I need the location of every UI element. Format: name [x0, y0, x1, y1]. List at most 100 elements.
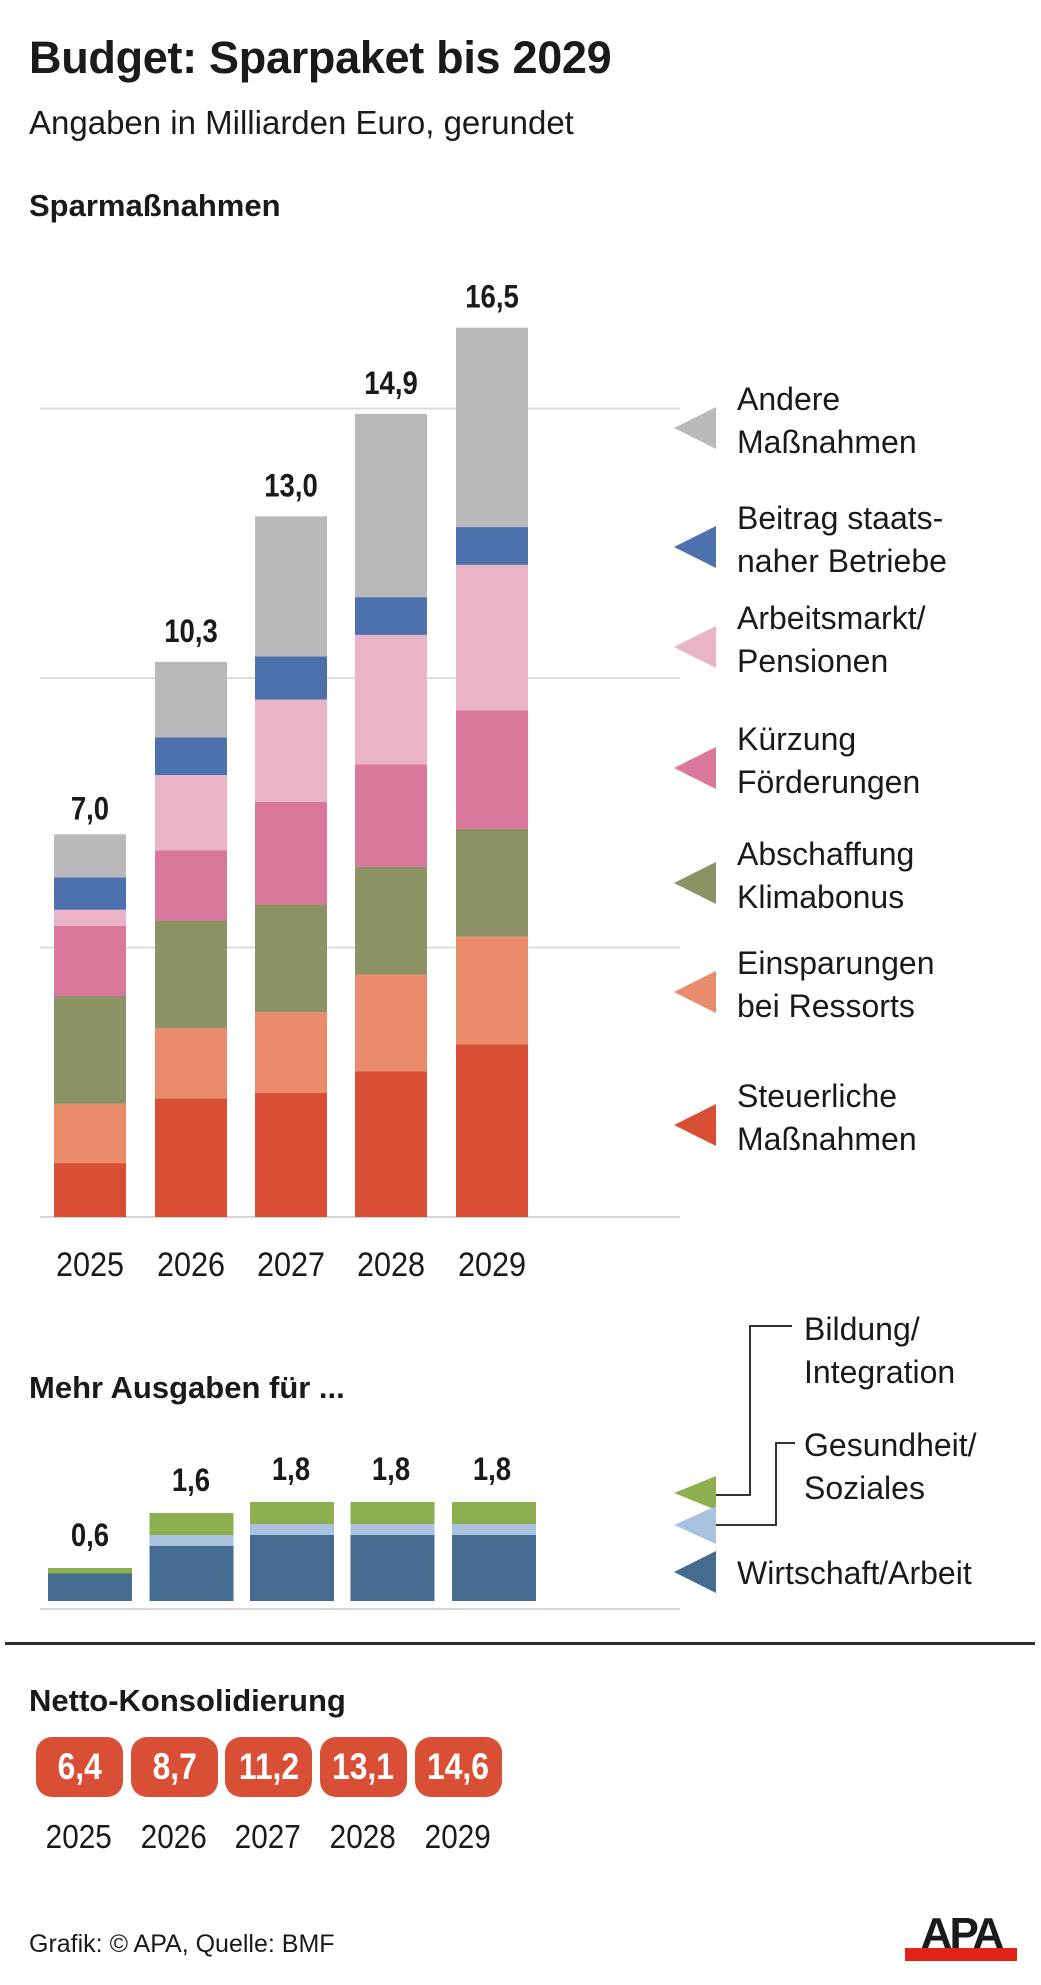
bar-segment-einsparungen-bei-ressorts-2027 — [255, 1012, 327, 1094]
savings-chart: 7,0 2025 10,3 2026 13,0 2027 14,9 2028 16,5 2029 A… — [40, 280, 947, 1284]
legend-label-kuerzung-foerderungen: Kürzung — [737, 721, 856, 757]
legend-triangle-andere-massnahmen — [674, 407, 716, 449]
total-label-2028: 14,9 — [364, 366, 418, 401]
legend-label-kuerzung-foerderungen: Förderungen — [737, 764, 920, 800]
legend-label-einsparungen-bei-ressorts: bei Ressorts — [737, 988, 915, 1024]
bar-segment-beitrag-staatsnaher-betriebe-2029 — [456, 527, 528, 565]
bar-segment-kuerzung-foerderungen-2029 — [456, 710, 528, 829]
spending-chart: 0,6 1,6 1,8 1,8 1,8 Bildung/Integration Gesund… — [40, 1311, 977, 1610]
year-label-2029: 2029 — [458, 1246, 526, 1284]
bar-segment-einsparungen-bei-ressorts-2025 — [54, 1103, 126, 1164]
bar-segment-arbeitsmarkt-pensionen-2026 — [155, 775, 227, 851]
legend-triangle-einsparungen-bei-ressorts — [674, 971, 716, 1013]
net-value-pill-2028: 13,1 — [320, 1737, 407, 1797]
spending-total-label-2029: 1,8 — [473, 1452, 511, 1487]
bar-segment-einsparungen-bei-ressorts-2026 — [155, 1028, 227, 1099]
net-value-pill-2029: 14,6 — [415, 1737, 502, 1797]
bar-segment-gesundheit-soziales-2026 — [149, 1535, 234, 1546]
bar-segment-steuerliche-massnahmen-2028 — [355, 1071, 427, 1217]
bar-segment-wirtschaft-arbeit-2029 — [452, 1535, 536, 1601]
apa-logo-bar — [905, 1948, 1017, 1961]
bar-segment-einsparungen-bei-ressorts-2029 — [456, 936, 528, 1045]
bar-segment-beitrag-staatsnaher-betriebe-2027 — [255, 656, 327, 700]
spending-heading: Mehr Ausgaben für ... — [29, 1370, 345, 1405]
total-label-2025: 7,0 — [71, 792, 109, 827]
bar-segment-andere-massnahmen-2029 — [456, 327, 528, 528]
bar-segment-abschaffung-klimabonus-2025 — [54, 996, 126, 1104]
bar-segment-andere-massnahmen-2027 — [255, 516, 327, 657]
legend-label-wirtschaft-arbeit: Wirtschaft/Arbeit — [737, 1555, 972, 1591]
bar-segment-kuerzung-foerderungen-2026 — [155, 850, 227, 921]
total-label-2026: 10,3 — [164, 614, 218, 649]
page-subtitle: Angaben in Milliarden Euro, gerundet — [29, 104, 574, 141]
bar-segment-wirtschaft-arbeit-2026 — [149, 1546, 234, 1601]
legend-label-abschaffung-klimabonus: Klimabonus — [737, 879, 904, 915]
bar-segment-steuerliche-massnahmen-2027 — [255, 1093, 327, 1217]
legend-connector-gesundheit — [716, 1442, 795, 1526]
legend-label-andere-massnahmen: Maßnahmen — [737, 424, 917, 460]
bar-segment-bildung-integration-2025 — [48, 1568, 132, 1574]
net-year-label-2029: 2029 — [424, 1818, 492, 1855]
net-value-text: 8,7 — [152, 1746, 197, 1787]
legend-label-einsparungen-bei-ressorts: Einsparungen — [737, 945, 934, 981]
apa-logo: APA — [905, 1912, 1017, 1961]
bar-segment-gesundheit-soziales-2028 — [350, 1524, 435, 1535]
bar-segment-beitrag-staatsnaher-betriebe-2025 — [54, 877, 126, 910]
legend-triangle-wirtschaft-arbeit — [674, 1551, 716, 1593]
net-heading: Netto-Konsolidierung — [29, 1683, 346, 1718]
legend-triangle-bildung-integration — [674, 1476, 716, 1510]
bar-segment-beitrag-staatsnaher-betriebe-2028 — [355, 597, 427, 635]
legend-triangle-gesundheit-soziales — [674, 1506, 716, 1544]
bar-segment-abschaffung-klimabonus-2026 — [155, 920, 227, 1029]
spending-total-label-2028: 1,8 — [372, 1452, 410, 1487]
net-year-label-2027: 2027 — [234, 1818, 302, 1855]
bar-segment-andere-massnahmen-2028 — [355, 413, 427, 598]
bar-segment-bildung-integration-2026 — [149, 1513, 234, 1535]
savings-heading: Sparmaßnahmen — [29, 188, 281, 223]
net-year-label-2026: 2026 — [140, 1818, 208, 1855]
bar-segment-bildung-integration-2028 — [350, 1502, 435, 1524]
net-year-label-2028: 2028 — [329, 1818, 397, 1855]
year-label-2026: 2026 — [157, 1246, 225, 1284]
legend-triangle-beitrag-staatsnaher-betriebe — [674, 526, 716, 568]
spending-total-label-2025: 0,6 — [71, 1518, 109, 1553]
legend-label-gesundheit-soziales: Soziales — [804, 1470, 925, 1506]
bar-segment-kuerzung-foerderungen-2028 — [355, 764, 427, 867]
bar-segment-wirtschaft-arbeit-2025 — [48, 1573, 132, 1601]
legend-label-abschaffung-klimabonus: Abschaffung — [737, 836, 914, 872]
legend-label-bildung-integration: Bildung/ — [804, 1311, 920, 1347]
bar-segment-einsparungen-bei-ressorts-2028 — [355, 974, 427, 1072]
bar-segment-steuerliche-massnahmen-2026 — [155, 1098, 227, 1217]
bar-segment-steuerliche-massnahmen-2025 — [54, 1163, 126, 1217]
net-value-text: 14,6 — [427, 1746, 490, 1787]
legend-label-arbeitsmarkt-pensionen: Pensionen — [737, 643, 888, 679]
bar-segment-andere-massnahmen-2025 — [54, 834, 126, 878]
bar-segment-abschaffung-klimabonus-2027 — [255, 904, 327, 1013]
legend-triangle-steuerliche-massnahmen — [674, 1104, 716, 1146]
legend-label-arbeitsmarkt-pensionen: Arbeitsmarkt/ — [737, 600, 926, 636]
bar-segment-kuerzung-foerderungen-2027 — [255, 801, 327, 905]
section-divider — [5, 1642, 1035, 1645]
bar-segment-bildung-integration-2027 — [250, 1502, 334, 1524]
net-value-text: 11,2 — [238, 1746, 299, 1787]
bar-segment-abschaffung-klimabonus-2028 — [355, 866, 427, 975]
bar-segment-arbeitsmarkt-pensionen-2028 — [355, 634, 427, 765]
legend-label-beitrag-staatsnaher-betriebe: Beitrag staats- — [737, 500, 943, 536]
bar-segment-wirtschaft-arbeit-2027 — [250, 1535, 334, 1601]
bar-segment-gesundheit-soziales-2029 — [452, 1524, 536, 1535]
legend-label-bildung-integration: Integration — [804, 1354, 955, 1390]
year-label-2028: 2028 — [357, 1246, 425, 1284]
net-value-pill-2026: 8,7 — [131, 1737, 218, 1797]
bar-segment-beitrag-staatsnaher-betriebe-2026 — [155, 737, 227, 776]
bar-segment-andere-massnahmen-2026 — [155, 661, 227, 738]
legend-connector-bildung — [716, 1325, 792, 1496]
bar-segment-abschaffung-klimabonus-2029 — [456, 828, 528, 937]
legend-label-beitrag-staatsnaher-betriebe: naher Betriebe — [737, 543, 947, 579]
legend-label-gesundheit-soziales: Gesundheit/ — [804, 1427, 977, 1463]
legend-triangle-abschaffung-klimabonus — [674, 862, 716, 904]
net-value-text: 6,4 — [57, 1746, 102, 1787]
spending-total-label-2027: 1,8 — [272, 1452, 310, 1487]
bar-segment-gesundheit-soziales-2027 — [250, 1524, 334, 1535]
net-value-pill-2025: 6,4 — [36, 1737, 123, 1797]
total-label-2029: 16,5 — [465, 280, 519, 315]
